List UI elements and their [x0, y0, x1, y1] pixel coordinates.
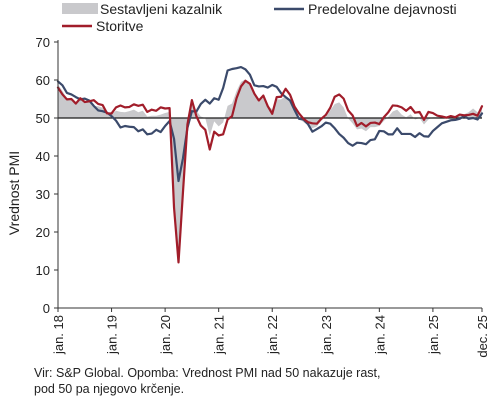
- source-note-line-2: pod 50 pa njegovo krčenje.: [34, 382, 185, 396]
- x-tick-label: jan. 19: [105, 315, 120, 355]
- y-tick-label: 40: [36, 149, 50, 164]
- x-tick-label: jan. 21: [212, 315, 227, 355]
- legend: Sestavljeni kazalnik Predelovalne dejavn…: [62, 1, 457, 34]
- y-tick-label: 70: [36, 35, 50, 50]
- x-tick-label: jan. 23: [319, 315, 334, 355]
- source-note: Vir: S&P Global. Opomba: Vrednost PMI na…: [34, 365, 484, 397]
- y-axis-label: Vrednost PMI: [6, 151, 22, 235]
- y-tick-label: 10: [36, 263, 50, 278]
- x-tick-label: dec. 25: [475, 315, 490, 358]
- x-tick-label: jan. 25: [426, 315, 441, 355]
- y-tick-label: 0: [43, 301, 50, 316]
- legend-swatch-composite: [62, 3, 98, 14]
- pmi-line-chart: Sestavljeni kazalnik Predelovalne dejavn…: [6, 1, 490, 358]
- x-tick-label: jan. 24: [372, 315, 387, 355]
- x-tick-label: jan. 20: [158, 315, 173, 355]
- plot-area: 0 10 20 30 40 50 60 70 jan. 18 jan. 19 jan. 20 jan.…: [36, 35, 490, 358]
- x-tick-label: jan. 18: [51, 315, 66, 355]
- legend-label-services: Storitve: [96, 18, 144, 34]
- legend-label-manufacturing: Predelovalne dejavnosti: [308, 1, 457, 17]
- y-tick-label: 60: [36, 73, 50, 88]
- y-tick-label: 20: [36, 225, 50, 240]
- x-tick-label: jan. 22: [265, 315, 280, 355]
- legend-label-composite: Sestavljeni kazalnik: [100, 1, 223, 17]
- y-tick-label: 30: [36, 187, 50, 202]
- source-note-line-1: Vir: S&P Global. Opomba: Vrednost PMI na…: [34, 366, 381, 380]
- series-line-services: [56, 79, 484, 264]
- series-line-manufacturing: [56, 65, 484, 183]
- y-tick-label: 50: [36, 111, 50, 126]
